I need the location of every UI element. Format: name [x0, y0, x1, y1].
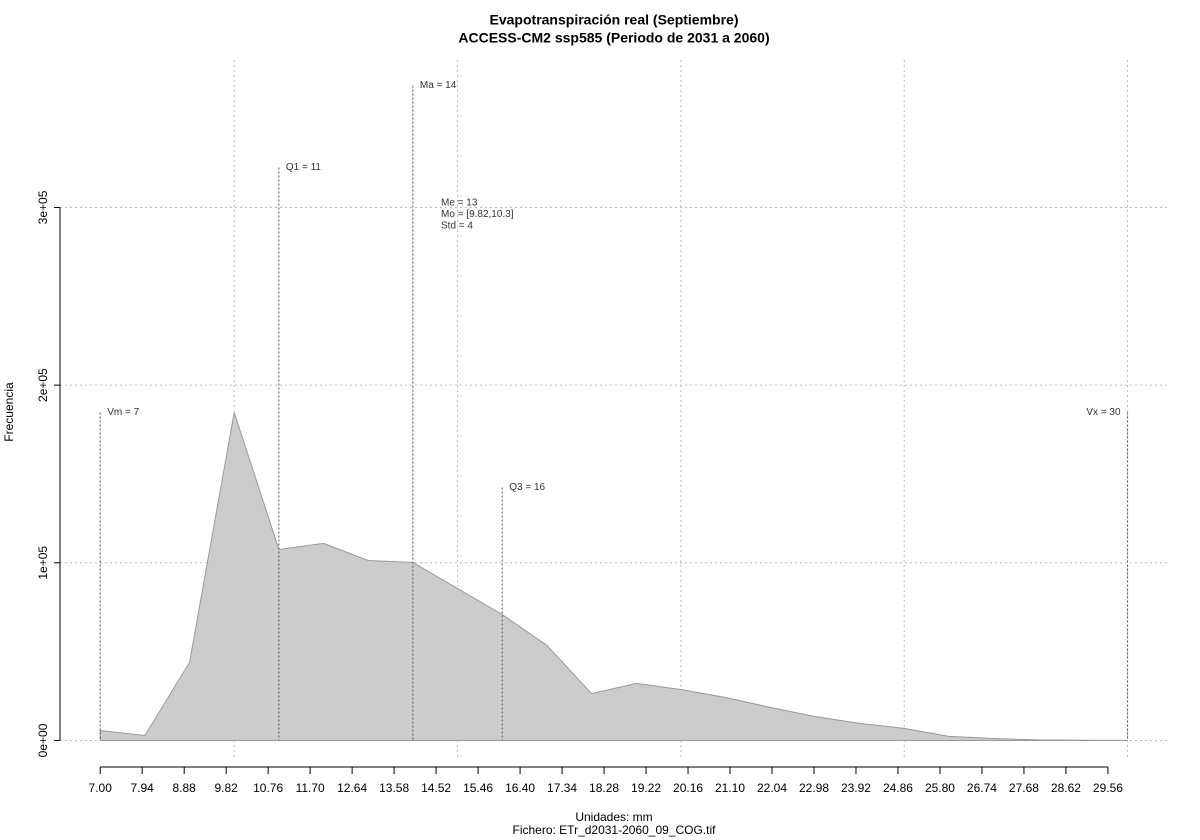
chart-subtitle: ACCESS-CM2 ssp585 (Periodo de 2031 a 206…: [458, 30, 769, 46]
x-tick-label: 21.10: [715, 781, 745, 795]
x-tick-label: 14.52: [421, 781, 451, 795]
x-tick-label: 12.64: [337, 781, 367, 795]
x-tick-label: 26.74: [967, 781, 997, 795]
stat-label: Q1 = 11: [286, 162, 322, 173]
x-tick-label: 18.28: [589, 781, 619, 795]
x-tick-label: 22.98: [799, 781, 829, 795]
y-tick-label: 1e+05: [36, 546, 50, 580]
x-tick-label: 27.68: [1009, 781, 1039, 795]
x-tick-label: 7.94: [131, 781, 155, 795]
area: [99, 412, 1129, 741]
summary-text: Std = 4: [441, 221, 473, 232]
summary-text: Mo = [9.82,10.3]: [441, 209, 514, 220]
x-tick-label: 24.86: [883, 781, 913, 795]
summary-text: Me = 13: [441, 198, 478, 209]
y-tick-label: 3e+05: [36, 190, 50, 224]
x-tick-label: 17.34: [547, 781, 577, 795]
x-tick-label: 8.88: [172, 781, 196, 795]
x-tick-label: 15.46: [463, 781, 493, 795]
x-tick-label: 22.04: [757, 781, 787, 795]
chart-title: Evapotranspiración real (Septiembre): [490, 12, 739, 28]
y-tick-label: 0e+00: [36, 723, 50, 757]
x-tick-label: 10.76: [253, 781, 283, 795]
x-tick-label: 28.62: [1051, 781, 1081, 795]
x-tick-label: 20.16: [673, 781, 703, 795]
stat-label: Q3 = 16: [509, 482, 545, 493]
stat-label: Vm = 7: [107, 407, 139, 418]
x-tick-label: 19.22: [631, 781, 661, 795]
stat-label: Ma = 14: [420, 80, 457, 91]
x-tick-label: 9.82: [214, 781, 238, 795]
x-axis-label: Unidades: mm: [575, 810, 652, 824]
y-tick-label: 2e+05: [36, 368, 50, 402]
caption: Fichero: ETr_d2031-2060_09_COG.tif: [513, 823, 717, 837]
stat-label: Vx = 30: [1086, 407, 1121, 418]
x-tick-label: 29.56: [1093, 781, 1123, 795]
y-axis-label: Frecuencia: [2, 382, 16, 442]
x-tick-label: 13.58: [379, 781, 409, 795]
x-tick-label: 16.40: [505, 781, 535, 795]
x-tick-label: 23.92: [841, 781, 871, 795]
x-tick-label: 7.00: [89, 781, 113, 795]
x-tick-label: 25.80: [925, 781, 955, 795]
x-tick-label: 11.70: [296, 781, 325, 795]
